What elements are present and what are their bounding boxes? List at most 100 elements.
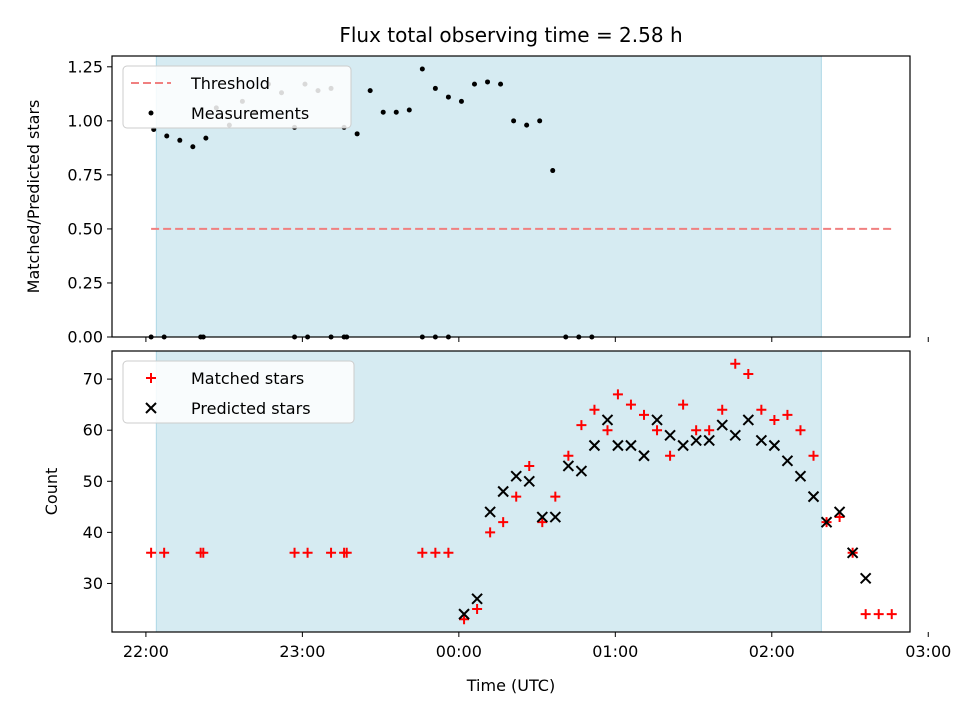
figure-title: Flux total observing time = 2.58 h: [339, 23, 682, 47]
legend-box: [122, 65, 352, 129]
matched-star-point: [159, 547, 170, 558]
predicted-star-point: [536, 511, 549, 523]
y-tick-label: 50: [83, 472, 103, 491]
legend-measurement-swatch: [148, 110, 154, 116]
matched-star-point: [430, 547, 441, 558]
measurement-point: [445, 94, 451, 100]
count-panel-xlabel: Time (UTC): [466, 676, 555, 695]
legend-matched-swatch: [146, 373, 156, 383]
legend: Matched stars Predicted stars: [122, 360, 355, 424]
y-tick-label: 40: [83, 523, 103, 542]
predicted-star-point: [742, 414, 755, 426]
legend: Threshold Measurements: [122, 65, 352, 129]
measurement-point: [432, 85, 438, 91]
measurement-point: [203, 135, 209, 141]
axes-frame: [111, 55, 911, 338]
predicted-star-point: [690, 434, 702, 447]
matched-star-point: [795, 425, 806, 436]
matched-star-point: [326, 547, 337, 558]
matched-star-point: [886, 609, 897, 620]
predicted-star-point: [859, 572, 872, 585]
axes-frame: [111, 350, 911, 633]
matched-star-point: [289, 547, 300, 558]
matched-star-point: [198, 547, 209, 558]
y-tick-label: 60: [83, 421, 103, 440]
matched-star-point: [652, 425, 663, 436]
ratio-panel-ylabel: Matched/Predicted stars: [24, 100, 43, 294]
matched-star-point: [808, 450, 819, 461]
predicted-star-point: [651, 414, 663, 426]
matched-star-point: [782, 409, 793, 420]
matched-star-point: [341, 547, 352, 558]
measurement-point: [367, 88, 373, 94]
matched-star-point: [576, 420, 587, 431]
matched-star-point: [443, 547, 454, 558]
matched-star-point: [691, 425, 702, 436]
predicted-star-point: [510, 470, 522, 482]
predicted-star-point: [755, 434, 768, 447]
matched-star-point: [873, 609, 884, 620]
predicted-star-point: [601, 414, 614, 426]
matched-star-point: [625, 399, 636, 410]
predicted-star-point: [703, 434, 715, 447]
y-tick-label: 1.25: [67, 57, 103, 76]
x-tick-label: 23:00: [279, 642, 325, 661]
predicted-star-point: [575, 465, 588, 477]
x-tick-label: 22:00: [123, 642, 169, 661]
matched-star-point: [769, 414, 780, 425]
measurement-point: [537, 118, 543, 124]
predicted-star-point: [729, 429, 741, 442]
y-tick-label: 0.00: [67, 328, 103, 347]
matched-star-point: [485, 527, 496, 538]
measurement-point: [164, 133, 170, 139]
predicted-star-point: [471, 593, 483, 605]
matched-star-point: [717, 404, 728, 415]
predicted-star-point: [612, 439, 624, 452]
matched-star-point: [589, 404, 600, 415]
measurement-point: [393, 109, 399, 115]
series-x: [458, 414, 872, 620]
measurement-point: [354, 131, 360, 137]
legend-label: Measurements: [191, 104, 309, 123]
matched-star-point: [524, 460, 535, 471]
predicted-star-point: [588, 439, 601, 452]
measurement-point: [550, 168, 556, 174]
ratio-panel: 0.00 0.25 0.50 0.75 1.00 1.25 Threshold Measure…: [67, 55, 929, 347]
legend-box: [122, 360, 355, 424]
y-tick-label: 1.00: [67, 111, 103, 130]
matched-star-point: [459, 614, 470, 625]
y-tick-label: 0.75: [67, 165, 103, 184]
predicted-star-point: [807, 490, 820, 503]
matched-star-point: [665, 450, 676, 461]
y-tick-label: 70: [83, 370, 103, 389]
matched-star-point: [743, 368, 754, 379]
predicted-star-point: [833, 506, 846, 518]
matched-star-point: [756, 404, 767, 415]
legend-label: Matched stars: [191, 369, 304, 388]
predicted-star-point: [820, 516, 833, 528]
measurement-point: [524, 122, 530, 128]
x-tick-label: 02:00: [749, 642, 795, 661]
count-panel: 30 40 50 60 70 22:00 23:00 00:00 01:00 02:00 03:00…: [83, 350, 951, 661]
matched-star-point: [730, 358, 741, 369]
matched-star-point: [472, 604, 483, 615]
matched-star-point: [678, 399, 689, 410]
y-tick-label: 30: [83, 574, 103, 593]
y-tick-label: 0.25: [67, 273, 103, 292]
measurement-point: [498, 81, 504, 87]
matched-star-point: [704, 425, 715, 436]
measurement-point: [190, 144, 196, 150]
predicted-star-point: [781, 455, 794, 467]
measurement-point: [458, 98, 464, 104]
x-tick-label: 03:00: [905, 642, 951, 661]
predicted-star-point: [768, 439, 781, 452]
matched-star-point: [511, 491, 522, 502]
matched-star-point: [537, 517, 548, 528]
predicted-star-point: [497, 485, 509, 498]
matched-star-point: [612, 389, 623, 400]
matched-star-point: [563, 450, 574, 461]
predicted-star-point: [794, 470, 807, 482]
measurement-point: [380, 109, 386, 115]
matched-star-point: [498, 517, 509, 528]
matched-star-point: [602, 425, 613, 436]
